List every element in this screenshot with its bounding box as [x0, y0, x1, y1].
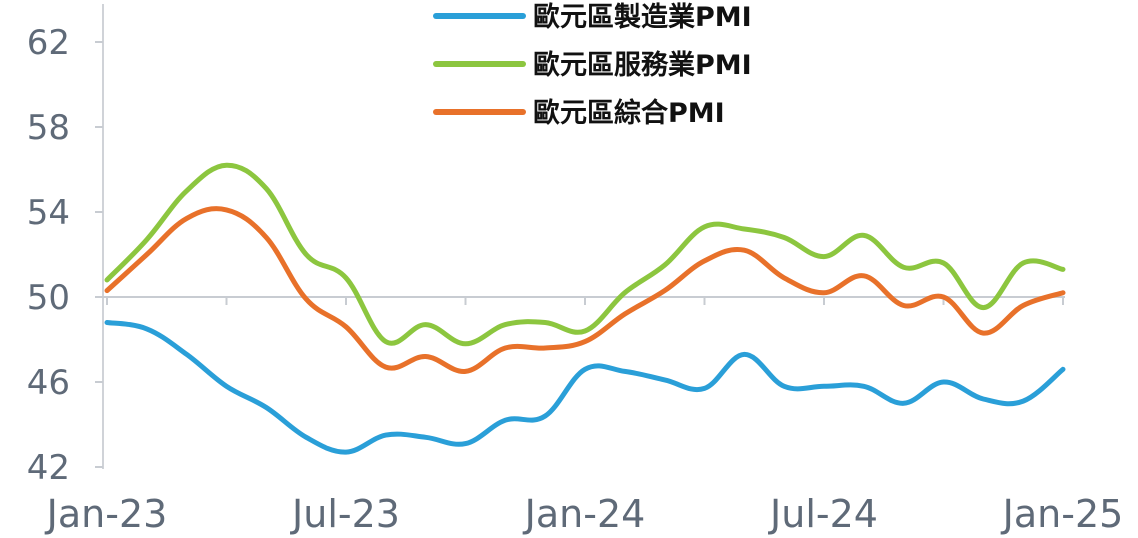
x-tick-label: Jan-25: [1001, 492, 1124, 536]
x-tick-label: Jul-24: [768, 492, 878, 536]
legend-label: 歐元區服務業PMI: [533, 50, 752, 81]
legend-item-manufacturing: 歐元區製造業PMI: [433, 2, 752, 33]
series-line-composite: [104, 206, 1066, 374]
legend-item-composite: 歐元區綜合PMI: [433, 97, 725, 129]
legend-label: 歐元區綜合PMI: [533, 97, 725, 129]
y-tick-label: 42: [27, 448, 70, 488]
x-tick-label: Jan-24: [523, 492, 646, 536]
x-tick-label: Jan-23: [45, 492, 168, 536]
y-tick-label: 58: [27, 108, 70, 148]
y-tick-label: 50: [27, 278, 70, 318]
legend-item-services: 歐元區服務業PMI: [433, 50, 752, 81]
legend-label: 歐元區製造業PMI: [533, 2, 752, 33]
legend: 歐元區製造業PMI 歐元區服務業PMI 歐元區綜合PMI: [433, 2, 752, 129]
y-tick-label: 46: [27, 363, 70, 403]
x-axis-ticks: Jan-23 Jul-23 Jan-24 Jul-24 Jan-25: [45, 492, 1124, 536]
series-layer: [104, 162, 1066, 455]
series-line-services: [104, 162, 1066, 347]
chart-axes: [97, 4, 1065, 469]
y-tick-label: 62: [27, 23, 70, 63]
y-tick-label: 54: [27, 193, 70, 233]
y-axis-ticks: 42 46 50 54 58 62: [27, 23, 103, 488]
series-line-manufacturing: [104, 320, 1066, 455]
x-tick-label: Jul-23: [290, 492, 400, 536]
